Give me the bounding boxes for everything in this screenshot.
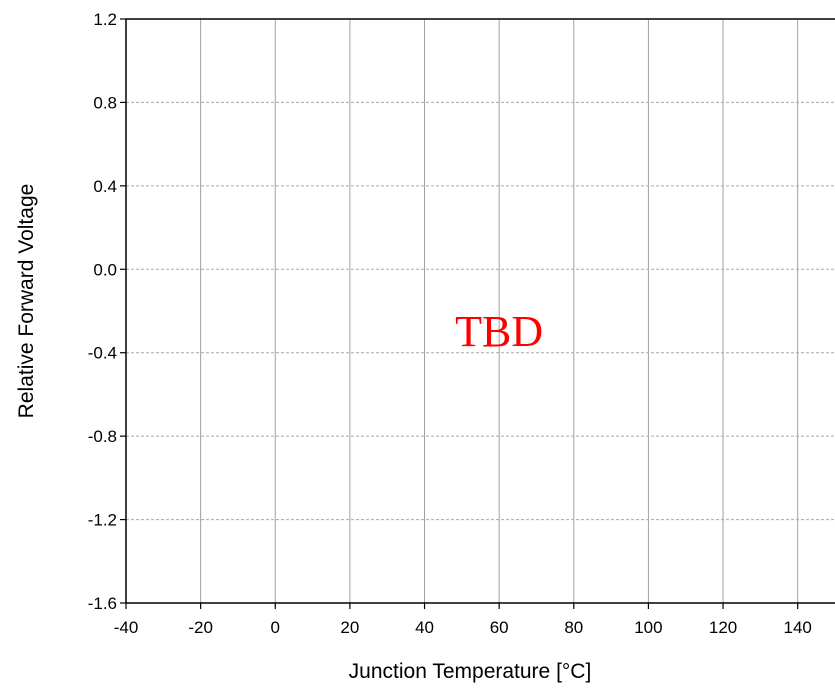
- y-tick-label: 1.2: [93, 10, 117, 29]
- x-tick-label: -20: [188, 618, 213, 637]
- tick-labels: 1.2 0.8 0.4 0.0 -0.4 -0.8 -1.2 -1.6 -40 -20 0 20 40 6…: [88, 10, 812, 637]
- x-axis-label: Junction Temperature [°C]: [349, 660, 592, 683]
- x-tick-label: 100: [634, 618, 662, 637]
- tbd-annotation: TBD: [455, 307, 543, 356]
- y-tick-label: -0.8: [88, 427, 117, 446]
- y-tick-label: -0.4: [88, 344, 117, 363]
- y-tick-label: -1.2: [88, 511, 117, 530]
- x-tick-label: 20: [340, 618, 359, 637]
- y-tick-label: 0.0: [93, 260, 117, 279]
- x-tick-label: 120: [709, 618, 737, 637]
- x-tick-label: 0: [271, 618, 280, 637]
- y-axis-label: Relative Forward Voltage: [15, 184, 38, 419]
- plot-axes: [120, 18, 835, 609]
- y-tick-label: 0.4: [93, 177, 117, 196]
- y-tick-label: 0.8: [93, 93, 117, 112]
- x-tick-label: -40: [114, 618, 139, 637]
- x-tick-label: 60: [490, 618, 509, 637]
- x-tick-label: 40: [415, 618, 434, 637]
- grid-lines: [126, 19, 835, 603]
- y-tick-label: -1.6: [88, 594, 117, 613]
- x-tick-label: 80: [564, 618, 583, 637]
- x-tick-label: 140: [783, 618, 811, 637]
